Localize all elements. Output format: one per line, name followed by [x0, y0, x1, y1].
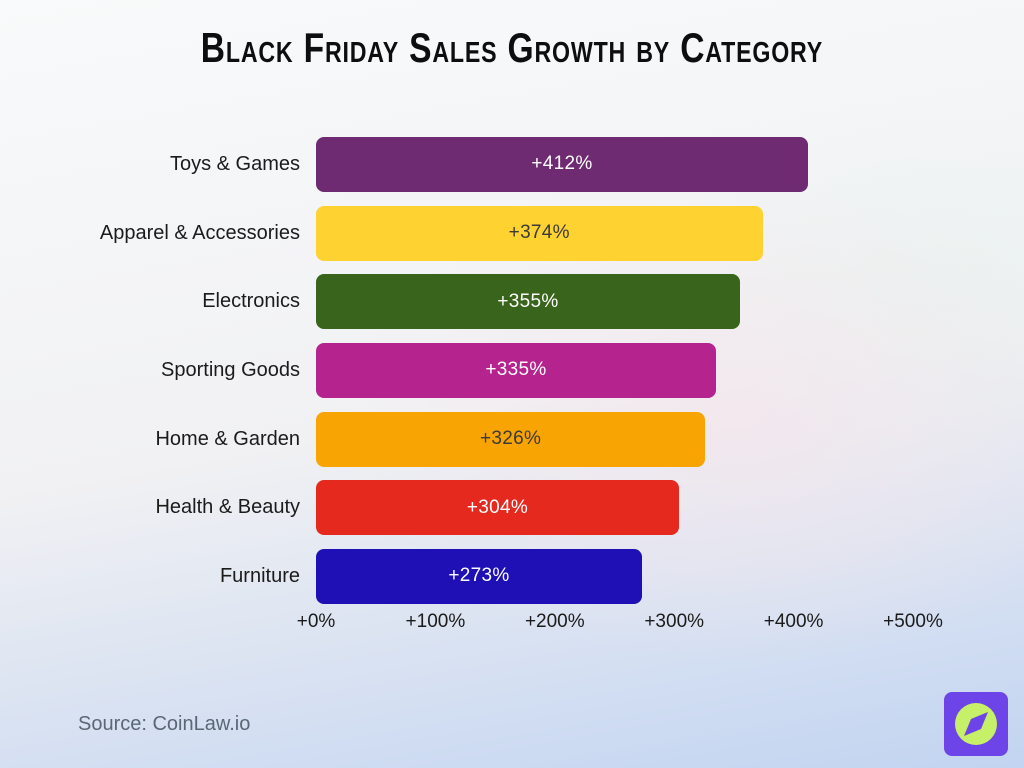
bar-value-label: +273%	[448, 565, 510, 587]
x-tick-label: +100%	[405, 611, 466, 632]
bar-value-label: +304%	[466, 496, 529, 518]
plot-area: +273%	[316, 548, 913, 604]
bar: +412%	[316, 136, 808, 192]
bar-value-label: +374%	[508, 222, 570, 244]
bar-row: Health & Beauty +304%	[0, 473, 1024, 542]
category-label: Home & Garden	[155, 427, 300, 450]
plot-area: +374%	[316, 205, 913, 261]
bar-row: Toys & Games +412%	[0, 130, 1024, 199]
category-label: Toys & Games	[169, 152, 300, 175]
chart-title: Black Friday Sales Growth by Category	[200, 24, 824, 71]
source-text: Source: CoinLaw.io	[78, 713, 251, 735]
bar: +326%	[316, 411, 706, 467]
bar: +273%	[316, 548, 642, 604]
bar: +374%	[316, 205, 763, 261]
bar-row: Furniture +273%	[0, 542, 1024, 611]
plot-area: +335%	[316, 342, 913, 398]
plot-area: +412%	[316, 136, 913, 192]
plot-area: +304%	[316, 480, 913, 536]
bar-row: Apparel & Accessories +374%	[0, 199, 1024, 268]
x-axis: +0% +100% +200% +300% +400% +500%	[297, 611, 943, 637]
plot-area: +326%	[316, 411, 913, 467]
bar-value-label: +335%	[485, 359, 547, 381]
bar-value-label: +326%	[480, 428, 542, 450]
x-tick-label: +0%	[296, 611, 336, 632]
bar-value-label: +355%	[497, 290, 559, 312]
category-label: Sporting Goods	[161, 358, 300, 381]
category-label: Furniture	[219, 564, 300, 587]
plot-area: +355%	[316, 274, 913, 330]
bar: +355%	[316, 274, 740, 330]
bar-row: Home & Garden +326%	[0, 405, 1024, 474]
category-label: Apparel & Accessories	[99, 221, 300, 244]
x-tick-label: +300%	[644, 611, 705, 632]
bar: +335%	[316, 342, 716, 398]
x-tick-label: +500%	[883, 611, 943, 632]
bar-chart: Toys & Games +412% Apparel & Accessories +3…	[0, 130, 1024, 611]
bar-row: Electronics +355%	[0, 267, 1024, 336]
bar-row: Sporting Goods +335%	[0, 336, 1024, 405]
bar-value-label: +412%	[531, 153, 593, 175]
category-label: Electronics	[202, 290, 300, 313]
x-tick-label: +200%	[524, 611, 585, 632]
title-container: Black Friday Sales Growth by Category	[0, 24, 1024, 72]
x-tick-label: +400%	[763, 611, 824, 632]
coinlaw-logo	[944, 692, 1008, 756]
logo-compass-needle-icon	[964, 712, 988, 736]
bar: +304%	[316, 480, 679, 536]
category-label: Health & Beauty	[155, 496, 300, 519]
